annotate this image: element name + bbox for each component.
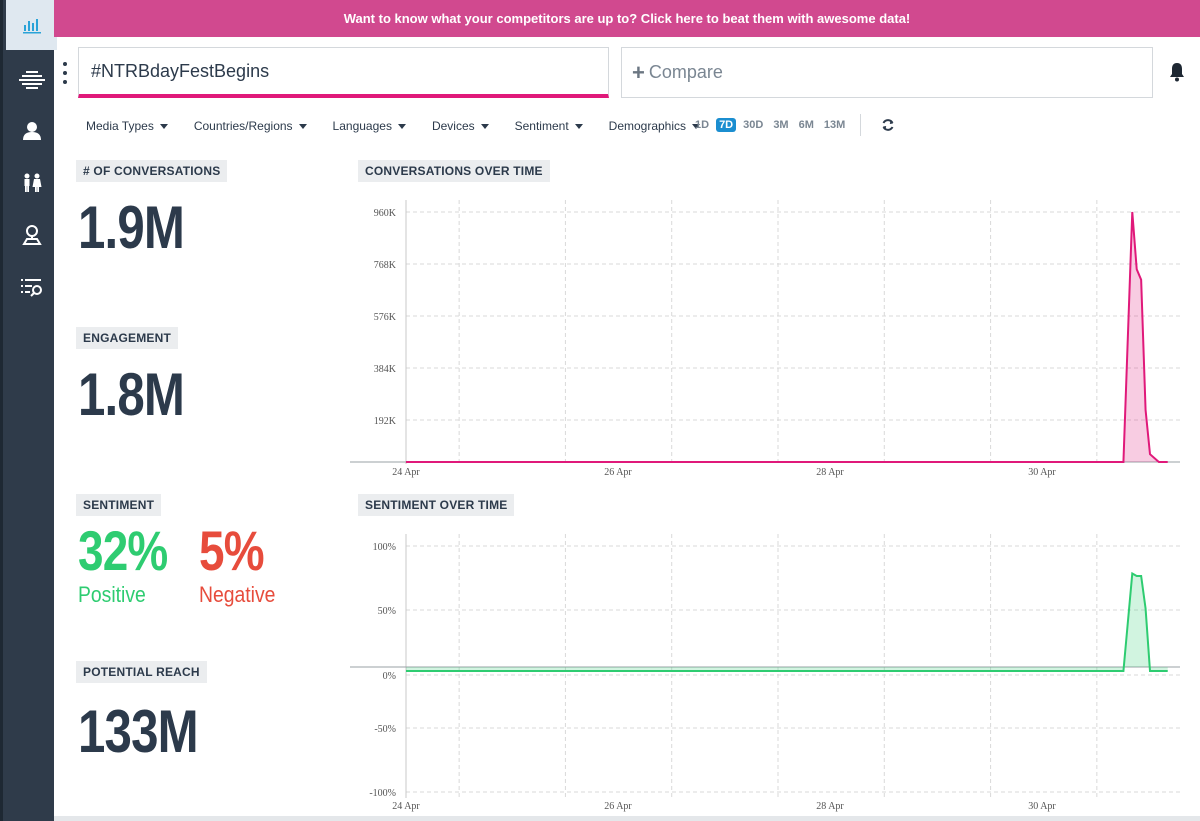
sentiment-chart: 100% 50% 0% -50% -100% 24 Apr 26 Apr 28 Apr 30 A… <box>350 534 1180 812</box>
range-13m[interactable]: 13M <box>823 119 846 131</box>
negative-sentiment-label: Negative <box>199 582 276 607</box>
sidebar-item-search[interactable] <box>6 262 57 312</box>
conversations-value: 1.9M <box>78 194 185 261</box>
bar-chart-icon <box>22 19 41 34</box>
people-icon <box>24 173 41 192</box>
stream-icon <box>18 71 45 89</box>
range-3m[interactable]: 3M <box>773 119 789 131</box>
series-area <box>406 573 1168 671</box>
reach-value: 133M <box>78 698 199 765</box>
y-tick-label: 192K <box>374 416 397 427</box>
caret-down-icon <box>298 123 307 129</box>
engagement-label: ENGAGEMENT <box>76 327 179 349</box>
caret-down-icon <box>574 123 583 129</box>
conversations-chart: 960K 768K 576K 384K 192K 24 Apr 26 Apr 28 Apr 30… <box>350 200 1180 478</box>
range-6m[interactable]: 6M <box>798 119 814 131</box>
sidebar-item-demographics[interactable] <box>6 158 57 208</box>
plus-icon: + <box>632 59 645 85</box>
caret-down-icon <box>480 123 489 129</box>
filter-devices[interactable]: Devices <box>432 119 489 133</box>
bell-icon[interactable] <box>1169 62 1185 82</box>
sidebar-item-influencers[interactable] <box>6 106 57 156</box>
positive-sentiment-value: 32% <box>78 519 168 582</box>
caret-down-icon <box>397 123 406 129</box>
x-tick-label: 24 Apr <box>392 467 420 478</box>
more-options-icon[interactable] <box>62 62 68 84</box>
bottom-divider <box>54 816 1200 821</box>
sidebar <box>0 0 57 821</box>
sentiment-label: SENTIMENT <box>76 494 162 516</box>
x-tick-label: 28 Apr <box>816 467 844 478</box>
negative-sentiment-value: 5% <box>199 519 265 582</box>
y-tick-label: 384K <box>374 364 397 375</box>
time-range-selector: 1D 7D 30D 3M 6M 13M <box>692 118 852 132</box>
query-value: #NTRBdayFestBegins <box>91 60 270 81</box>
sidebar-item-stream[interactable] <box>6 54 57 104</box>
x-tick-label: 26 Apr <box>604 801 632 812</box>
conversations-chart-title: CONVERSATIONS OVER TIME <box>358 160 550 182</box>
series-line <box>406 211 1168 463</box>
reach-label: POTENTIAL REACH <box>76 661 207 683</box>
range-1d[interactable]: 1D <box>695 119 710 131</box>
x-tick-label: 24 Apr <box>392 801 420 812</box>
filter-sentiment[interactable]: Sentiment <box>515 119 583 133</box>
divider <box>860 114 861 136</box>
y-tick-label: 0% <box>383 671 396 682</box>
x-tick-label: 30 Apr <box>1028 467 1056 478</box>
refresh-icon[interactable] <box>881 118 895 132</box>
x-tick-label: 30 Apr <box>1028 801 1056 812</box>
y-tick-label: 768K <box>374 260 397 271</box>
range-7d[interactable]: 7D <box>716 118 737 132</box>
search-list-icon <box>20 279 42 297</box>
filter-countries-regions[interactable]: Countries/Regions <box>194 119 307 133</box>
conversations-label: # OF CONVERSATIONS <box>76 160 228 182</box>
engagement-value: 1.8M <box>78 361 185 428</box>
filter-demographics[interactable]: Demographics <box>609 119 701 133</box>
query-input[interactable]: #NTRBdayFestBegins <box>78 47 609 98</box>
promo-banner-text: Want to know what your competitors are u… <box>343 11 911 26</box>
promo-banner[interactable]: Want to know what your competitors are u… <box>54 0 1200 37</box>
compare-label: Compare <box>648 62 723 82</box>
filter-media-types[interactable]: Media Types <box>86 119 168 133</box>
sidebar-item-dashboard[interactable] <box>6 0 57 50</box>
user-icon <box>22 122 41 140</box>
y-tick-label: -50% <box>374 724 396 735</box>
y-tick-label: 960K <box>374 208 397 219</box>
compare-input[interactable]: + Compare <box>621 47 1153 98</box>
y-tick-label: 576K <box>374 312 397 323</box>
x-tick-label: 26 Apr <box>604 467 632 478</box>
sentiment-chart-title: SENTIMENT OVER TIME <box>358 494 515 516</box>
filter-bar: Media Types Countries/Regions Languages … <box>86 116 726 136</box>
caret-down-icon <box>692 123 701 129</box>
series-line <box>406 571 1168 672</box>
series-area <box>406 212 1168 462</box>
y-tick-label: -100% <box>369 788 396 799</box>
x-tick-label: 28 Apr <box>816 801 844 812</box>
y-tick-label: 50% <box>378 606 396 617</box>
sidebar-item-locations[interactable] <box>6 210 57 260</box>
range-30d[interactable]: 30D <box>743 119 764 131</box>
positive-sentiment-label: Positive <box>78 582 146 607</box>
y-tick-label: 100% <box>373 542 396 553</box>
filter-languages[interactable]: Languages <box>333 119 406 133</box>
caret-down-icon <box>159 123 168 129</box>
map-pin-icon <box>21 225 42 245</box>
